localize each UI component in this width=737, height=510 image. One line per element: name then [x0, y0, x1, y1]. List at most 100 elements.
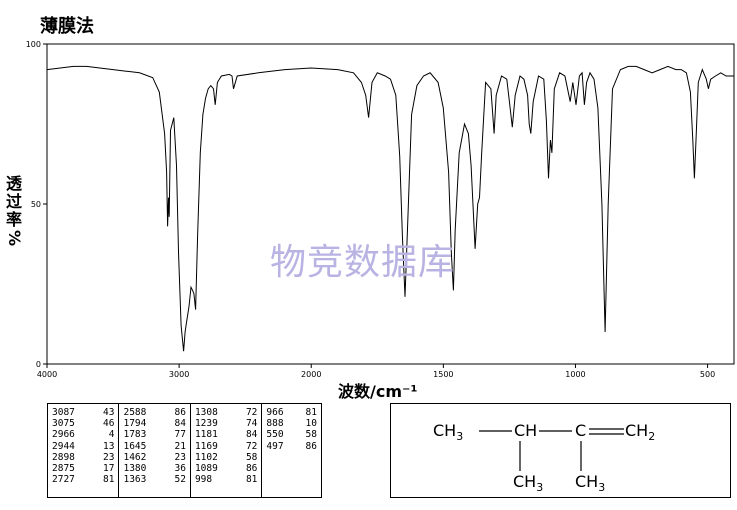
peak-transmittance: 86: [245, 462, 258, 474]
peak-wavenumber: 550: [266, 429, 284, 441]
peak-wavenumber: 3075: [52, 418, 75, 430]
peak-wavenumber: 1169: [194, 440, 218, 452]
peak-transmittance: 58: [245, 451, 258, 463]
peak-transmittance: 58: [305, 429, 317, 441]
y-axis-label-char: 过: [5, 192, 22, 211]
peak-wavenumber: 888: [266, 418, 284, 430]
peak-wavenumber: 2875: [52, 462, 75, 474]
peak-row: 2944 13: [52, 441, 114, 452]
peak-transmittance: 21: [174, 440, 186, 452]
peak-row: 1462 23: [123, 452, 185, 463]
peak-table-column: 966 81 888 10 550 58 497 86: [262, 404, 321, 497]
peak-wavenumber: 1645: [123, 440, 147, 452]
peak-row: 497 86: [266, 441, 317, 452]
peak-row: 1783 77: [123, 429, 185, 440]
y-tick-label: 50: [31, 200, 41, 209]
structure-ch3-bottom-left: CH3: [513, 472, 544, 495]
structure-ch3-bottom-right: CH3: [575, 472, 606, 495]
structure-ch2-right: CH2: [625, 421, 656, 444]
peak-row: 1239 74: [195, 418, 257, 429]
peak-transmittance: 86: [174, 407, 186, 418]
tick-labels: 4000 3000 2000 1500 1000 500 0 50 100: [26, 40, 715, 379]
peak-row: 550 58: [266, 429, 317, 440]
peak-row: 3087 43: [52, 407, 114, 418]
peak-wavenumber: 1794: [123, 418, 147, 430]
y-axis-label-char: 透: [5, 174, 22, 193]
peak-transmittance: 23: [103, 451, 115, 463]
peak-table: 3087 43 3075 46 2966 4 2944 13 2898 23 2875 17 2727 8…: [47, 403, 322, 498]
peak-wavenumber: 2966: [52, 429, 75, 441]
x-tick-label: 500: [700, 370, 715, 379]
x-tick-label: 3000: [169, 370, 189, 379]
peak-wavenumber: 497: [266, 440, 284, 452]
peak-transmittance: 17: [103, 462, 115, 474]
ir-spectrum-plot: 4000 3000 2000 1500 1000 500 0 50 100: [26, 40, 735, 379]
peak-table-column: 2588 86 1794 84 1783 77 1645 21 1462 23 1380 36 1363…: [119, 404, 191, 497]
peak-table-column: 3087 43 3075 46 2966 4 2944 13 2898 23 2875 17 2727 8…: [48, 404, 120, 497]
peak-transmittance: 72: [245, 440, 258, 452]
peak-row: 2875 17: [52, 463, 114, 474]
x-tick-label: 1000: [565, 370, 585, 379]
peak-row: 1102 58: [195, 452, 257, 463]
x-tick-label: 2000: [301, 370, 321, 379]
peak-wavenumber: 1462: [123, 451, 147, 463]
peak-wavenumber: 1102: [194, 451, 218, 463]
peak-row: 2727 81: [52, 474, 114, 485]
peak-transmittance: 46: [103, 418, 115, 430]
peak-transmittance: 13: [103, 440, 115, 452]
y-tick-label: 0: [36, 360, 41, 369]
plot-axes: [46, 43, 735, 365]
peak-transmittance: 86: [305, 440, 317, 452]
peak-row: 1308 72: [195, 407, 257, 418]
peak-transmittance: 23: [174, 451, 186, 463]
peak-wavenumber: 2727: [52, 474, 75, 486]
peak-row: 1181 84: [195, 429, 257, 440]
peak-wavenumber: 2944: [52, 440, 75, 452]
peak-transmittance: 84: [245, 429, 258, 441]
peak-row: 1169 72: [195, 441, 257, 452]
peak-row: 2966 4: [52, 429, 114, 440]
y-axis-label: 透 过 率 %: [3, 175, 25, 247]
peak-row: 2588 86: [123, 407, 185, 418]
chart-title: 薄膜法: [40, 16, 94, 37]
y-tick-label: 100: [26, 40, 41, 49]
peak-transmittance: 74: [245, 418, 258, 430]
x-axis-label: 波数/cm⁻¹: [338, 382, 418, 401]
peak-transmittance: 36: [174, 462, 186, 474]
peak-row: 998 81: [195, 474, 257, 485]
peak-row: 1380 36: [123, 463, 185, 474]
peak-wavenumber: 998: [194, 474, 213, 486]
peak-wavenumber: 3087: [52, 407, 75, 418]
peak-wavenumber: 1239: [194, 418, 218, 430]
plot-frame: [46, 43, 735, 365]
peak-transmittance: 84: [174, 418, 186, 430]
peak-wavenumber: 2588: [123, 407, 147, 418]
watermark: 物竞数据库: [270, 242, 456, 283]
peak-wavenumber: 1181: [194, 429, 218, 441]
peak-transmittance: 4: [108, 429, 115, 441]
peak-wavenumber: 1089: [194, 462, 218, 474]
structure-c: C: [575, 421, 587, 440]
y-axis-label-char: 率: [5, 210, 22, 229]
peak-wavenumber: 1308: [194, 407, 218, 418]
peak-wavenumber: 966: [266, 407, 284, 418]
peak-transmittance: 81: [305, 407, 317, 418]
peak-wavenumber: 1380: [123, 462, 147, 474]
peak-row: 3075 46: [52, 418, 114, 429]
peak-wavenumber: 1783: [123, 429, 147, 441]
structure-bonds: [479, 428, 624, 471]
spectrum-line: [46, 65, 734, 352]
peak-transmittance: 81: [245, 474, 258, 486]
peak-transmittance: 72: [245, 407, 258, 418]
peak-row: 1363 52: [123, 474, 185, 485]
peak-row: 1645 21: [123, 441, 185, 452]
peak-transmittance: 10: [305, 418, 317, 430]
y-axis-label-percent: %: [5, 229, 24, 247]
peak-transmittance: 77: [174, 429, 186, 441]
peak-transmittance: 52: [174, 474, 186, 486]
structure-ch3-left: CH3: [433, 421, 464, 444]
structure-ch-center: CH: [514, 421, 538, 440]
peak-table-column: 1308 72 1239 74 1181 84 1169 72 1102 58 1089 86 998 8…: [191, 404, 263, 497]
peak-transmittance: 43: [103, 407, 115, 418]
peak-wavenumber: 2898: [52, 451, 75, 463]
